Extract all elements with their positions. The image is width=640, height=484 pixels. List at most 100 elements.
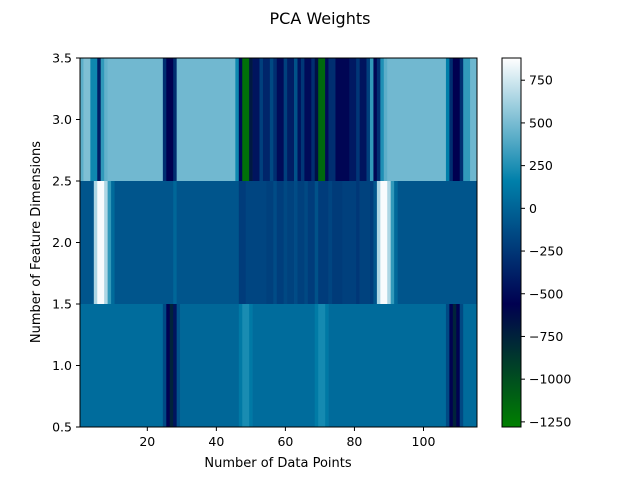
heatmap-cell	[287, 181, 295, 304]
heatmap-cell	[173, 304, 178, 427]
heatmap-cell	[359, 181, 371, 304]
x-axis-ticks: 20 40 60 80 100	[139, 427, 435, 449]
heatmap-cell	[283, 181, 288, 304]
colorbar-tick-label: −1250	[529, 414, 571, 429]
heatmap-cell	[273, 181, 278, 304]
heatmap-cell	[276, 181, 285, 304]
colorbar	[501, 57, 522, 428]
colorbar-tick-label: 250	[529, 158, 553, 173]
heatmap-cell	[342, 181, 357, 304]
y-tick-label: 2.0	[52, 235, 72, 250]
heatmap-cell	[162, 304, 167, 427]
heatmap-cell	[276, 58, 285, 181]
heatmap-cell	[394, 181, 398, 304]
heatmap-cell	[297, 58, 302, 181]
heatmap-cell	[390, 181, 395, 304]
colorbar-tick-label: −250	[529, 244, 563, 259]
heatmap-cell	[463, 304, 478, 427]
heatmap-cell	[328, 304, 447, 427]
heatmap-cell	[249, 304, 253, 427]
heatmap-cell	[366, 58, 371, 181]
heatmap-cell	[356, 181, 360, 304]
heatmap-cell	[318, 181, 329, 304]
heatmap-cell	[235, 58, 240, 181]
heatmap-cell	[97, 181, 105, 304]
heatmap-cell	[104, 58, 108, 181]
heatmap-cell	[332, 181, 343, 304]
heatmap-cell	[452, 58, 461, 181]
x-tick-label: 40	[208, 434, 224, 449]
heatmap-cell	[304, 181, 309, 304]
heatmap-cell	[252, 58, 260, 181]
heatmap-cell	[114, 181, 174, 304]
colorbar-tick-label: −500	[529, 286, 563, 301]
heatmap-cell	[283, 58, 288, 181]
heatmap-cell	[356, 58, 360, 181]
heatmap-cell	[380, 181, 388, 304]
heatmap-cell	[80, 58, 84, 181]
heatmap-cell	[369, 58, 374, 181]
heatmap-cell	[93, 181, 98, 304]
heatmap-cells	[80, 58, 478, 427]
heatmap-cell	[180, 304, 240, 427]
heatmap-cell	[359, 58, 367, 181]
heatmap-cell	[294, 181, 298, 304]
heatmap-cell	[325, 304, 329, 427]
chart-title: PCA Weights	[270, 9, 371, 28]
heatmap-cell	[328, 181, 333, 304]
heatmap-cell	[269, 58, 274, 181]
heatmap-cell	[294, 58, 298, 181]
colorbar-tick-label: 500	[529, 115, 553, 130]
y-axis-label: Number of Feature Dimensions	[29, 141, 44, 343]
heatmap-cell	[245, 181, 267, 304]
heatmap-cell	[397, 181, 478, 304]
heatmap-cell	[273, 58, 278, 181]
x-axis-label: Number of Data Points	[204, 456, 351, 471]
heatmap-cell	[463, 58, 471, 181]
heatmap-cell	[325, 58, 329, 181]
heatmap-cell	[376, 181, 381, 304]
heatmap-cell	[176, 304, 181, 427]
heatmap-cell	[287, 58, 295, 181]
y-tick-label: 1.0	[52, 358, 72, 373]
heatmap-cell	[314, 181, 319, 304]
y-axis-ticks: 0.5 1.0 1.5 2.0 2.5 3.0 3.5	[52, 51, 80, 435]
heatmap-cell	[445, 304, 450, 427]
heatmap-cell	[373, 58, 378, 181]
heatmap-cell	[166, 58, 174, 181]
heatmap-cell	[314, 304, 319, 427]
heatmap-cell	[176, 181, 240, 304]
heatmap-cell	[169, 304, 174, 427]
x-tick-label: 80	[346, 434, 362, 449]
heatmap-cell	[173, 181, 178, 304]
heatmap-cell	[107, 181, 112, 304]
heatmap-cell	[111, 181, 115, 304]
heatmap-cell	[383, 58, 388, 181]
heatmap-cell	[373, 181, 378, 304]
y-tick-label: 1.5	[52, 297, 72, 312]
heatmap-cell	[83, 58, 91, 181]
heatmap-cell	[304, 58, 312, 181]
y-tick-label: 0.5	[52, 420, 72, 435]
heatmap-cell	[300, 58, 305, 181]
heatmap-cell	[335, 58, 350, 181]
heatmap-cell	[387, 181, 392, 304]
y-tick-label: 2.5	[52, 174, 72, 189]
heatmap-cell	[266, 181, 274, 304]
heatmap-cell	[252, 304, 316, 427]
heatmap-cell	[238, 304, 243, 427]
colorbar-tick-label: 0	[529, 201, 537, 216]
heatmap-cell	[173, 58, 178, 181]
heatmap-cell	[369, 181, 374, 304]
heatmap-cell	[100, 58, 105, 181]
y-tick-label: 3.0	[52, 112, 72, 127]
heatmap-cell	[307, 181, 316, 304]
heatmap-cell	[90, 58, 98, 181]
heatmap-cell	[242, 304, 250, 427]
x-tick-label: 100	[412, 434, 436, 449]
heatmap-cell	[470, 58, 478, 181]
heatmap-cell	[318, 304, 326, 427]
heatmap-cell	[176, 58, 236, 181]
heatmap-cell	[318, 58, 326, 181]
